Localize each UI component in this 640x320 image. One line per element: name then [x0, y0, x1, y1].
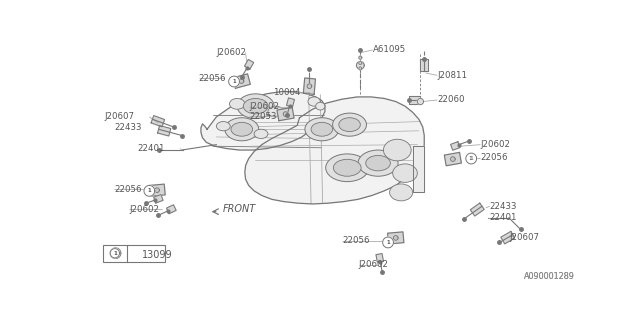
Text: FRONT: FRONT: [223, 204, 256, 214]
Polygon shape: [417, 99, 424, 105]
Polygon shape: [444, 152, 461, 166]
Text: 1: 1: [232, 79, 236, 84]
Ellipse shape: [243, 99, 268, 114]
Ellipse shape: [231, 122, 253, 136]
Ellipse shape: [225, 118, 259, 141]
Polygon shape: [451, 157, 455, 161]
Polygon shape: [383, 237, 394, 248]
Polygon shape: [303, 78, 316, 94]
Text: A090001289: A090001289: [524, 272, 575, 281]
Polygon shape: [470, 203, 484, 216]
Polygon shape: [233, 74, 250, 88]
Polygon shape: [110, 248, 121, 259]
Ellipse shape: [333, 113, 367, 136]
Polygon shape: [284, 112, 288, 116]
Polygon shape: [466, 153, 477, 164]
Polygon shape: [359, 61, 362, 65]
Text: 22053: 22053: [250, 112, 277, 121]
Text: 22401: 22401: [137, 144, 164, 153]
Polygon shape: [245, 97, 424, 204]
Polygon shape: [149, 184, 165, 196]
Polygon shape: [145, 187, 154, 195]
Polygon shape: [359, 56, 362, 59]
Text: 22060: 22060: [437, 95, 465, 105]
Polygon shape: [356, 61, 364, 69]
Polygon shape: [409, 96, 420, 104]
Polygon shape: [359, 67, 362, 70]
Polygon shape: [466, 154, 475, 163]
Text: 22401: 22401: [490, 213, 517, 222]
Polygon shape: [413, 146, 424, 192]
Polygon shape: [244, 60, 253, 69]
Ellipse shape: [254, 129, 268, 139]
Polygon shape: [384, 238, 392, 247]
Ellipse shape: [311, 122, 333, 136]
Text: 1: 1: [147, 188, 151, 193]
Ellipse shape: [305, 118, 339, 141]
Polygon shape: [388, 232, 404, 244]
Polygon shape: [228, 76, 239, 87]
Text: 22056: 22056: [342, 236, 369, 245]
Text: J20602: J20602: [250, 102, 280, 111]
Text: A090001289: A090001289: [524, 272, 575, 281]
Polygon shape: [501, 231, 515, 244]
Ellipse shape: [237, 94, 274, 118]
Text: 1: 1: [148, 188, 151, 193]
Polygon shape: [155, 188, 159, 193]
Text: J20602: J20602: [359, 260, 388, 269]
Polygon shape: [307, 84, 312, 88]
Text: 10004: 10004: [273, 88, 300, 97]
Polygon shape: [201, 92, 325, 150]
Text: 1: 1: [468, 156, 472, 161]
Text: 22056: 22056: [481, 153, 508, 162]
Polygon shape: [394, 236, 398, 240]
Text: 22433: 22433: [114, 123, 141, 132]
Text: J20607: J20607: [509, 233, 540, 242]
Ellipse shape: [316, 102, 325, 110]
Text: 22056: 22056: [198, 74, 226, 83]
Text: 1: 1: [113, 251, 117, 256]
Polygon shape: [110, 249, 120, 258]
Text: 13099: 13099: [141, 250, 172, 260]
Polygon shape: [451, 142, 460, 150]
Text: 22056: 22056: [114, 185, 141, 194]
Ellipse shape: [308, 97, 320, 106]
Text: 1: 1: [469, 156, 473, 161]
Polygon shape: [157, 125, 171, 136]
Ellipse shape: [230, 99, 245, 109]
Text: 1: 1: [113, 251, 117, 256]
Text: J20602: J20602: [481, 140, 511, 149]
FancyBboxPatch shape: [103, 245, 164, 262]
Ellipse shape: [358, 150, 398, 176]
Text: J20607: J20607: [105, 112, 134, 121]
Polygon shape: [277, 108, 294, 121]
Ellipse shape: [333, 159, 361, 176]
Ellipse shape: [326, 154, 369, 182]
Ellipse shape: [339, 118, 360, 132]
Polygon shape: [239, 79, 244, 84]
Text: A61095: A61095: [372, 45, 406, 54]
Ellipse shape: [268, 106, 284, 117]
Polygon shape: [144, 186, 155, 196]
Text: 1: 1: [387, 240, 390, 245]
Polygon shape: [420, 59, 428, 71]
Ellipse shape: [390, 184, 413, 201]
Text: 1: 1: [386, 240, 390, 245]
Text: J20602: J20602: [129, 205, 159, 214]
Polygon shape: [376, 253, 383, 262]
Text: 22433: 22433: [490, 202, 517, 211]
Ellipse shape: [365, 156, 390, 171]
Text: J20602: J20602: [216, 48, 246, 57]
Ellipse shape: [383, 139, 411, 161]
Polygon shape: [151, 116, 164, 127]
Polygon shape: [166, 205, 176, 214]
Polygon shape: [287, 98, 294, 107]
Polygon shape: [154, 195, 163, 203]
Text: 1: 1: [232, 79, 236, 84]
Polygon shape: [230, 77, 238, 86]
Ellipse shape: [216, 122, 230, 131]
Text: J20811: J20811: [437, 71, 467, 80]
Ellipse shape: [393, 164, 417, 182]
